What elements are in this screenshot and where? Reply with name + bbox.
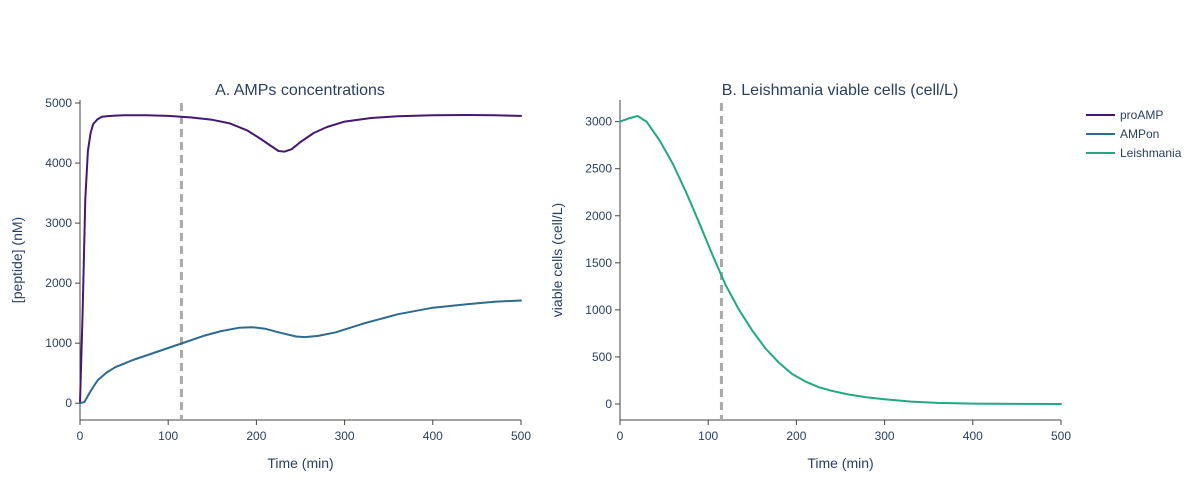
x-tick-label: 0 [77, 429, 84, 443]
x-tick-label: 200 [786, 429, 806, 443]
x-axis-label: Time (min) [267, 455, 333, 471]
x-tick-label: 300 [875, 429, 895, 443]
y-tick-label: 2000 [585, 209, 612, 223]
y-axis-label: [peptide] (nM) [9, 217, 25, 303]
chart-title: A. AMPs concentrations [215, 82, 385, 99]
x-axis-label: Time (min) [807, 455, 873, 471]
legend-label: Leishmania [1120, 146, 1182, 160]
series-line-ampon [79, 299, 522, 405]
y-tick-label: 3000 [45, 216, 72, 230]
legend-item-proamp[interactable]: proAMP [1086, 108, 1163, 122]
y-tick-label: 3000 [585, 115, 612, 129]
panel-b: B. Leishmania viable cells (cell/L) 0 100 2… [549, 82, 1071, 471]
legend-item-leishmania[interactable]: Leishmania [1086, 146, 1182, 160]
x-tick-label: 400 [423, 429, 443, 443]
y-tick-label: 1500 [585, 256, 612, 270]
y-tick-label: 1000 [45, 336, 72, 350]
y-tick-label: 4000 [45, 156, 72, 170]
x-tick-label: 500 [1051, 429, 1071, 443]
legend[interactable]: proAMP AMPon Leishmania [1086, 108, 1182, 160]
x-tick-label: 0 [617, 429, 624, 443]
x-tick-label: 200 [246, 429, 266, 443]
legend-label: proAMP [1120, 108, 1163, 122]
x-tick-label: 400 [963, 429, 983, 443]
y-tick-label: 2500 [585, 162, 612, 176]
y-axis-label: viable cells (cell/L) [549, 203, 565, 317]
x-tick-label: 500 [511, 429, 531, 443]
series-line-leishmania [619, 115, 1062, 405]
y-tick-label: 5000 [45, 96, 72, 110]
legend-label: AMPon [1120, 127, 1159, 141]
chart-title: B. Leishmania viable cells (cell/L) [722, 82, 959, 99]
x-tick-label: 100 [698, 429, 718, 443]
y-tick-label: 500 [592, 350, 612, 364]
y-tick-label: 0 [65, 396, 72, 410]
y-tick-label: 1000 [585, 303, 612, 317]
legend-item-ampon[interactable]: AMPon [1086, 127, 1159, 141]
x-tick-label: 100 [158, 429, 178, 443]
x-tick-label: 300 [335, 429, 355, 443]
series-line-proamp [79, 114, 522, 405]
y-tick-label: 2000 [45, 276, 72, 290]
y-tick-label: 0 [605, 397, 612, 411]
